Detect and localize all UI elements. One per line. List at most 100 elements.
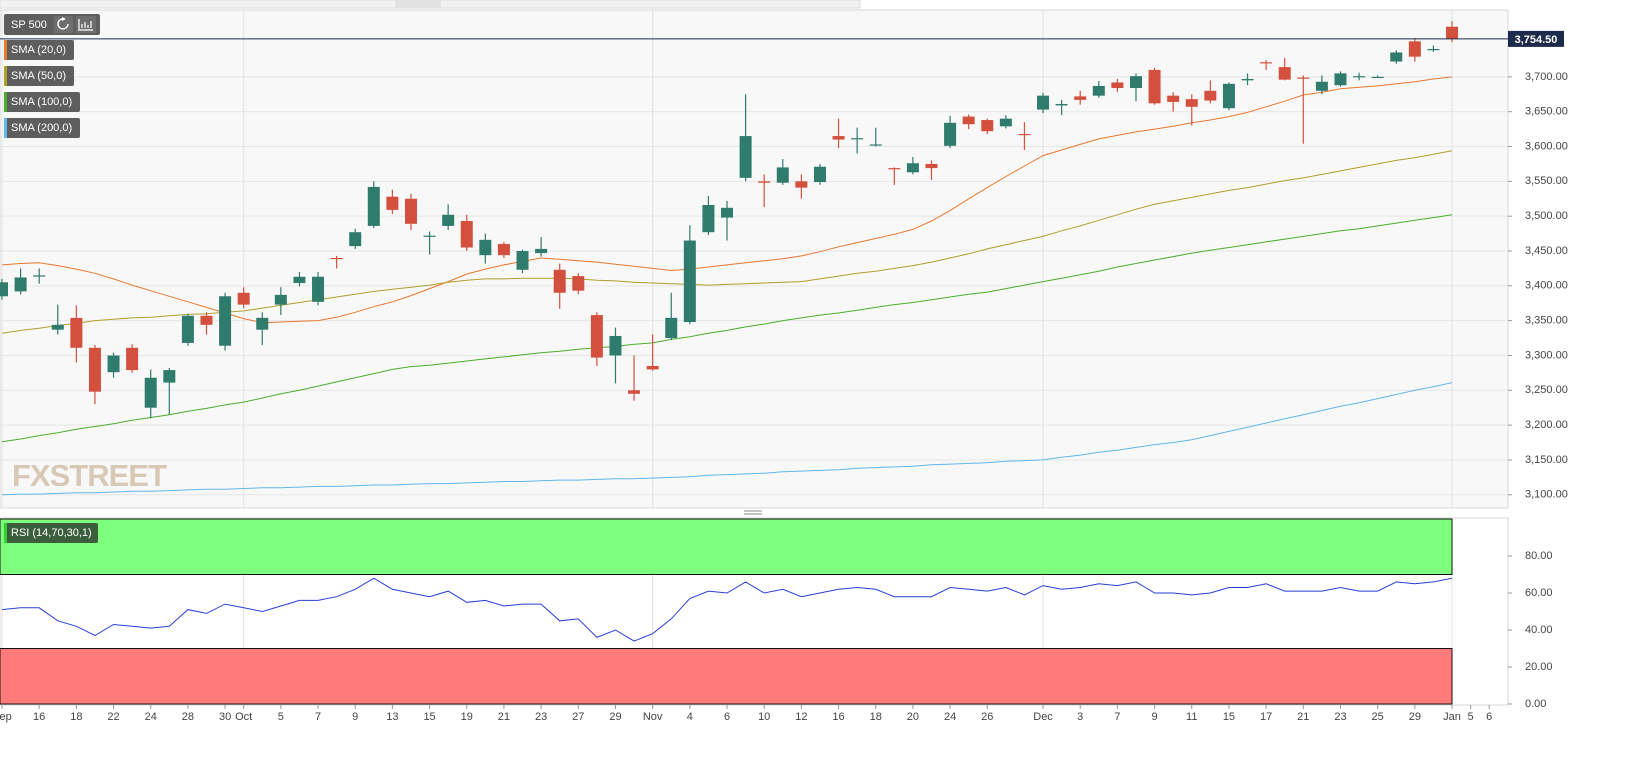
candle-body — [1260, 62, 1273, 64]
last-price-box — [1508, 30, 1564, 47]
x-tick-label: 17 — [1260, 711, 1272, 723]
legend-box[interactable] — [4, 40, 74, 60]
candle-body — [33, 275, 46, 277]
candle-body — [628, 390, 641, 394]
candle-body — [1297, 77, 1310, 79]
x-tick-label: 6 — [724, 711, 730, 723]
legend: SP 500 SMA (20,0) SMA (50,0) SMA (100,0) SM… — [4, 14, 100, 543]
candle-body — [572, 276, 585, 291]
candle-body — [1167, 95, 1180, 102]
candle-body — [479, 239, 492, 256]
x-tick-label: 10 — [758, 711, 770, 723]
axes: 3,100.00 3,150.00 3,200.00 3,250.00 3,300.00… — [0, 30, 1568, 723]
x-tick-label: Nov — [643, 711, 663, 723]
symbol-title: SP 500 — [11, 19, 47, 31]
candle-body — [0, 282, 8, 297]
y-tick-label: 80.00 — [1525, 550, 1553, 562]
candle-body — [906, 163, 919, 173]
settings-icon[interactable] — [76, 16, 96, 33]
panel-resizer[interactable] — [744, 510, 762, 515]
x-tick-label: 13 — [386, 711, 398, 723]
bars-glyph — [78, 19, 93, 31]
x-tick-label: 24 — [145, 711, 157, 723]
x-tick-label: Oct — [235, 711, 252, 723]
y-tick-label: 3,500.00 — [1525, 210, 1568, 222]
candle-body — [944, 122, 957, 146]
candle-body — [1315, 81, 1328, 91]
candle-body — [888, 168, 901, 170]
candle-body — [163, 370, 176, 383]
x-tick-label: 4 — [687, 711, 693, 723]
candle-body — [665, 317, 678, 339]
candle-body — [330, 257, 343, 260]
y-tick-label: 3,650.00 — [1525, 106, 1568, 118]
refresh-icon[interactable] — [54, 16, 73, 33]
candle-body — [851, 138, 864, 140]
last-price-label: 3,754.50 — [1515, 34, 1558, 46]
candle-body — [1408, 41, 1421, 57]
legend-swatch — [4, 118, 7, 138]
candle-body — [367, 186, 380, 226]
legend-label: SMA (20,0) — [11, 44, 66, 56]
candle-body — [590, 315, 603, 358]
candle-body — [70, 317, 83, 348]
legend-swatch — [4, 523, 7, 543]
candle-body — [1148, 69, 1161, 104]
legend-box[interactable] — [4, 118, 80, 138]
candle-body — [1037, 95, 1050, 110]
y-tick-label: 3,700.00 — [1525, 71, 1568, 83]
candle-body — [1353, 76, 1366, 78]
candle-body — [1055, 104, 1068, 106]
candle-body — [535, 248, 548, 254]
candle-body — [1278, 67, 1291, 80]
x-tick-label: 7 — [1114, 711, 1120, 723]
x-tick-label: 21 — [1297, 711, 1309, 723]
candle-body — [1074, 96, 1087, 100]
x-tick-label: 27 — [572, 711, 584, 723]
x-tick-label: 23 — [535, 711, 547, 723]
candle-body — [1018, 133, 1031, 136]
candle-body — [1204, 90, 1217, 101]
candle-body — [349, 232, 362, 247]
candle-body — [795, 181, 808, 188]
x-tick-label: 24 — [944, 711, 956, 723]
candle-body — [683, 240, 696, 323]
candle-body — [1371, 76, 1384, 79]
candle-body — [516, 250, 529, 270]
overbought-zone — [0, 518, 1453, 575]
candle-body — [404, 198, 417, 224]
candle-body — [1334, 73, 1347, 86]
x-tick-label: 30 — [219, 711, 231, 723]
legend-box[interactable] — [4, 523, 98, 543]
candle-body — [1427, 49, 1440, 51]
x-tick-label: 5 — [1468, 711, 1474, 723]
icon-bg — [76, 16, 96, 33]
y-tick-label: 3,600.00 — [1525, 140, 1568, 152]
x-tick-label: 18 — [70, 711, 82, 723]
candle-body — [776, 167, 789, 183]
legend-label: SMA (100,0) — [11, 96, 72, 108]
candle-body — [237, 292, 250, 305]
tab-active[interactable] — [395, 0, 441, 8]
line-series — [1, 150, 1453, 334]
candle-body — [219, 296, 232, 346]
candle-body — [813, 166, 826, 183]
legend-label: SMA (50,0) — [11, 70, 66, 82]
x-tick-label: 9 — [1152, 711, 1158, 723]
legend-box[interactable] — [4, 66, 74, 86]
x-tick-label: Jan — [1443, 711, 1461, 723]
candle-body — [1390, 52, 1403, 62]
refresh-arc — [57, 18, 69, 30]
candle-body — [107, 355, 120, 373]
x-tick-label: 12 — [795, 711, 807, 723]
line-series — [1, 382, 1453, 496]
candle-body — [869, 144, 882, 146]
legend-box[interactable] — [4, 92, 80, 112]
candle-body — [423, 235, 436, 237]
candle-body — [497, 244, 510, 256]
x-tick-label: 26 — [981, 711, 993, 723]
y-tick-label: 60.00 — [1525, 587, 1553, 599]
candle-body — [200, 315, 213, 325]
y-tick-label: 3,350.00 — [1525, 315, 1568, 327]
x-tick-label: 5 — [278, 711, 284, 723]
